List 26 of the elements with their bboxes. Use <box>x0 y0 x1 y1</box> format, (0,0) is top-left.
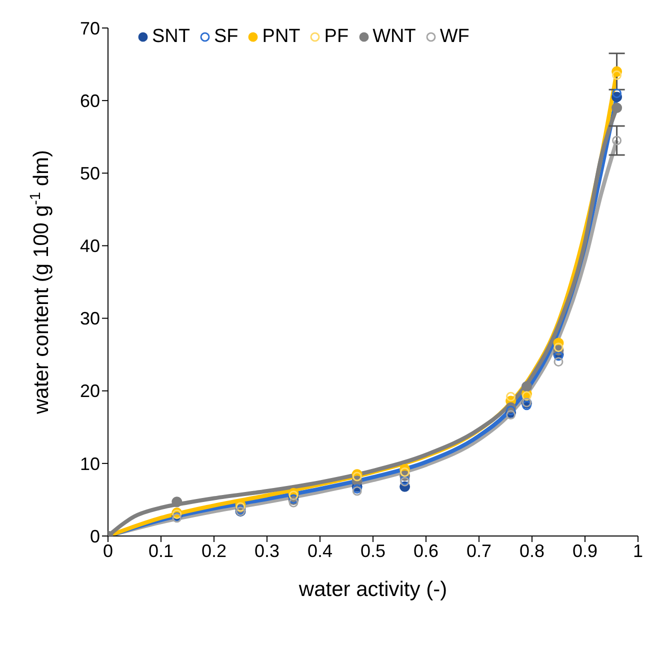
x-tick-label: 0.2 <box>201 540 227 561</box>
y-tick-label: 10 <box>80 454 100 474</box>
x-tick-label: 0.1 <box>148 540 174 561</box>
legend-label: SNT <box>152 26 190 48</box>
y-tick-label: 40 <box>80 236 100 256</box>
x-tick-label: 0.5 <box>360 540 386 561</box>
x-tick-label: 0.8 <box>519 540 545 561</box>
legend-label: PNT <box>262 26 300 48</box>
x-tick-label: 0.9 <box>572 540 598 561</box>
legend-label: PF <box>324 26 349 48</box>
x-tick-label: 0.4 <box>307 540 333 561</box>
legend-label: SF <box>214 26 238 48</box>
x-tick-label: 0 <box>102 540 114 561</box>
x-tick-label: 0.6 <box>413 540 439 561</box>
x-tick-label: 1 <box>632 540 644 561</box>
y-tick-label: 30 <box>80 308 100 329</box>
x-axis-title: water activity (-) <box>298 578 448 601</box>
y-tick-label: 70 <box>80 18 100 38</box>
legend-label: WNT <box>372 26 416 48</box>
y-tick-label: 50 <box>80 164 100 184</box>
x-tick-label: 0.3 <box>254 540 280 561</box>
x-tick-label: 0.7 <box>466 540 492 561</box>
y-tick-label: 20 <box>80 381 100 402</box>
legend-label: WF <box>440 26 470 48</box>
y-tick-label: 60 <box>80 90 100 111</box>
y-tick-label: 0 <box>90 526 100 546</box>
